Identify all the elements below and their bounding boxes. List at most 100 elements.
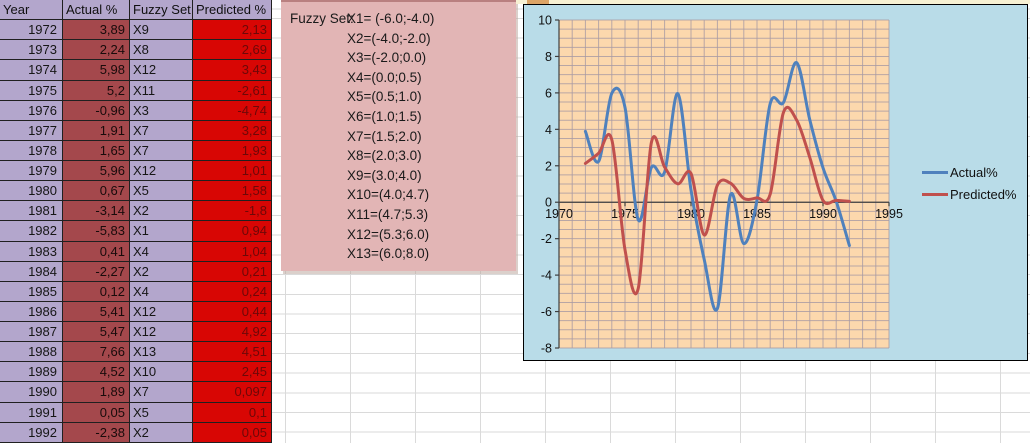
table-cell[interactable]: -2,27 xyxy=(63,261,130,282)
table-cell[interactable]: X2 xyxy=(130,261,193,282)
table-cell[interactable]: 1972 xyxy=(0,20,63,41)
table-cell[interactable]: 1977 xyxy=(0,120,63,141)
table-cell[interactable]: X7 xyxy=(130,140,193,161)
table-cell[interactable]: X7 xyxy=(130,382,193,403)
table-cell[interactable]: 1,65 xyxy=(63,140,130,161)
table-cell[interactable]: -1,8 xyxy=(193,201,272,222)
table-cell[interactable]: 2,24 xyxy=(63,40,130,61)
table-cell[interactable]: 0,05 xyxy=(193,422,272,443)
table-cell[interactable]: 1992 xyxy=(0,422,63,443)
table-cell[interactable]: 0,24 xyxy=(193,281,272,302)
table-cell[interactable]: X4 xyxy=(130,281,193,302)
table-cell[interactable]: 1973 xyxy=(0,40,63,61)
y-tick-label: -8 xyxy=(541,342,552,356)
table-cell[interactable]: -3,14 xyxy=(63,201,130,222)
table-header-row: Year Actual % Fuzzy Set Predicted % xyxy=(0,0,272,21)
table-cell[interactable]: 1979 xyxy=(0,161,63,182)
table-cell[interactable]: X11 xyxy=(130,80,193,101)
table-cell[interactable]: X8 xyxy=(130,40,193,61)
table-header-cell[interactable]: Actual % xyxy=(63,0,130,21)
table-cell[interactable]: 1980 xyxy=(0,181,63,202)
table-cell[interactable]: X2 xyxy=(130,422,193,443)
table-cell[interactable]: 1982 xyxy=(0,221,63,242)
table-cell[interactable]: 3,43 xyxy=(193,60,272,81)
table-cell[interactable]: 4,51 xyxy=(193,342,272,363)
table-cell[interactable]: 1,58 xyxy=(193,181,272,202)
table-cell[interactable]: -5,83 xyxy=(63,221,130,242)
table-cell[interactable]: X5 xyxy=(130,402,193,423)
table-cell[interactable]: 3,89 xyxy=(63,20,130,41)
table-cell[interactable]: -2,38 xyxy=(63,422,130,443)
legend-item-predicted[interactable]: Predicted% xyxy=(922,187,1016,202)
table-cell[interactable]: 0,1 xyxy=(193,402,272,423)
table-cell[interactable]: 1,89 xyxy=(63,382,130,403)
table-cell[interactable]: X12 xyxy=(130,161,193,182)
data-table[interactable]: Year Actual % Fuzzy Set Predicted % 1972 3,89… xyxy=(0,0,272,443)
table-cell[interactable]: 1991 xyxy=(0,402,63,423)
table-cell[interactable]: -0,96 xyxy=(63,100,130,121)
table-cell[interactable]: X1 xyxy=(130,221,193,242)
legend-item-actual[interactable]: Actual% xyxy=(922,164,998,180)
table-cell[interactable]: 0,41 xyxy=(63,241,130,262)
table-cell[interactable]: X3 xyxy=(130,100,193,121)
table-cell[interactable]: 0,67 xyxy=(63,181,130,202)
table-cell[interactable]: 1987 xyxy=(0,322,63,343)
legend-label-actual: Actual% xyxy=(950,164,998,180)
table-cell[interactable]: 5,41 xyxy=(63,301,130,322)
table-cell[interactable]: 1976 xyxy=(0,100,63,121)
table-cell[interactable]: 1986 xyxy=(0,301,63,322)
table-header-cell[interactable]: Year xyxy=(0,0,63,21)
table-cell[interactable]: 0,12 xyxy=(63,281,130,302)
table-cell[interactable]: 3,28 xyxy=(193,120,272,141)
table-cell[interactable]: 1981 xyxy=(0,201,63,222)
table-cell[interactable]: 5,47 xyxy=(63,322,130,343)
table-cell[interactable]: -2,61 xyxy=(193,80,272,101)
table-cell[interactable]: 1975 xyxy=(0,80,63,101)
table-cell[interactable]: 4,92 xyxy=(193,322,272,343)
table-cell[interactable]: 1,01 xyxy=(193,161,272,182)
table-cell[interactable]: 0,21 xyxy=(193,261,272,282)
table-cell[interactable]: 0,097 xyxy=(193,382,272,403)
table-cell[interactable]: 1984 xyxy=(0,261,63,282)
table-header-cell[interactable]: Fuzzy Set xyxy=(130,0,193,21)
table-cell[interactable]: 2,45 xyxy=(193,362,272,383)
table-cell[interactable]: -4,74 xyxy=(193,100,272,121)
table-cell[interactable]: X9 xyxy=(130,20,193,41)
table-cell[interactable]: 2,69 xyxy=(193,40,272,61)
table-cell[interactable]: 1989 xyxy=(0,362,63,383)
table-cell[interactable]: 1,91 xyxy=(63,120,130,141)
table-cell[interactable]: X12 xyxy=(130,301,193,322)
table-cell[interactable]: 1978 xyxy=(0,140,63,161)
line-chart[interactable]: 10 8 6 4 2 0 -2 -4 -6 -8 1970 1975 1980 1985 1990 1995 … xyxy=(523,4,1028,361)
table-cell[interactable]: 4,52 xyxy=(63,362,130,383)
table-cell[interactable]: 1990 xyxy=(0,382,63,403)
fuzzy-set-item: X5=(0.5;1.0) xyxy=(347,89,422,105)
table-cell[interactable]: X13 xyxy=(130,342,193,363)
table-cell[interactable]: 2,13 xyxy=(193,20,272,41)
table-cell[interactable]: X12 xyxy=(130,322,193,343)
table-cell[interactable]: 0,05 xyxy=(63,402,130,423)
y-tick-label: 8 xyxy=(545,50,552,64)
table-cell[interactable]: X7 xyxy=(130,120,193,141)
table-cell[interactable]: X12 xyxy=(130,60,193,81)
table-cell[interactable]: 1,93 xyxy=(193,140,272,161)
table-cell[interactable]: 1,04 xyxy=(193,241,272,262)
table-cell[interactable]: 1988 xyxy=(0,342,63,363)
table-cell[interactable]: 1974 xyxy=(0,60,63,81)
table-cell[interactable]: 5,96 xyxy=(63,161,130,182)
table-cell[interactable]: 7,66 xyxy=(63,342,130,363)
table-cell[interactable]: 1983 xyxy=(0,241,63,262)
fuzzy-set-item: X6=(1.0;1.5) xyxy=(347,108,422,124)
table-cell[interactable]: 5,2 xyxy=(63,80,130,101)
table-cell[interactable]: 1985 xyxy=(0,281,63,302)
table-cell[interactable]: 0,44 xyxy=(193,301,272,322)
table-cell[interactable]: 5,98 xyxy=(63,60,130,81)
table-cell[interactable]: X2 xyxy=(130,201,193,222)
fuzzy-set-box[interactable]: Fuzzy Set:X1= (-6.0;-4.0) X2=(-4.0;-2.0)… xyxy=(281,0,516,271)
table-cell[interactable]: X10 xyxy=(130,362,193,383)
table-cell[interactable]: X4 xyxy=(130,241,193,262)
table-header-cell[interactable]: Predicted % xyxy=(193,0,272,21)
table-cell[interactable]: 0,94 xyxy=(193,221,272,242)
table-cell[interactable]: X5 xyxy=(130,181,193,202)
table-row: 1976 -0,96 X3 -4,74 xyxy=(0,100,272,121)
